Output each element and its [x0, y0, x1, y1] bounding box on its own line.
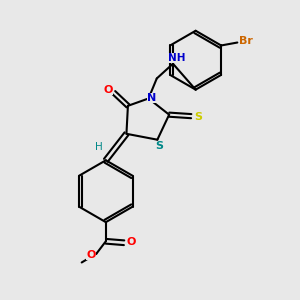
- Text: Br: Br: [239, 36, 253, 46]
- Text: S: S: [194, 112, 202, 122]
- Text: O: O: [86, 250, 96, 260]
- Text: N: N: [147, 93, 157, 103]
- Text: O: O: [103, 85, 112, 94]
- Text: NH: NH: [168, 53, 185, 63]
- Text: S: S: [155, 141, 163, 151]
- Text: O: O: [127, 237, 136, 247]
- Text: H: H: [95, 142, 103, 152]
